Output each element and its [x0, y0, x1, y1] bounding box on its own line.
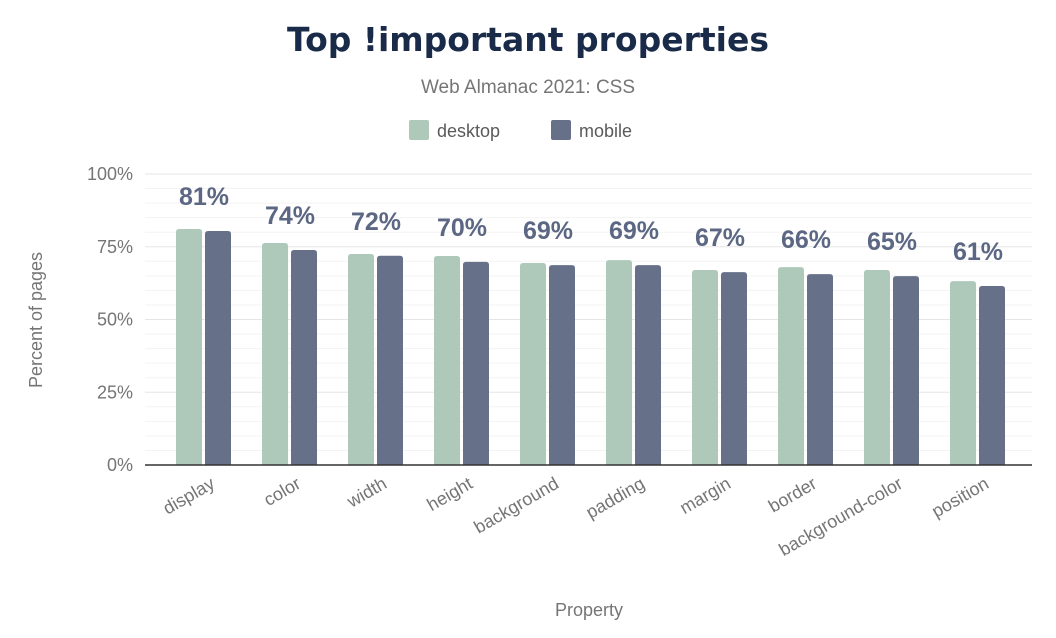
- data-label: 67%: [695, 224, 745, 252]
- legend-swatch-mobile: [551, 120, 571, 140]
- bar-mobile-background-color: [893, 276, 919, 465]
- y-tick-label: 25%: [97, 382, 133, 402]
- bar-mobile-position: [979, 286, 1005, 465]
- bar-desktop-background: [520, 263, 546, 465]
- bar-mobile-width: [377, 255, 403, 465]
- data-label: 66%: [781, 226, 831, 254]
- bar-desktop-border: [778, 267, 804, 465]
- legend: desktop mobile: [409, 120, 632, 141]
- bar-desktop-margin: [692, 270, 718, 465]
- bar-mobile-border: [807, 274, 833, 465]
- data-label: 65%: [867, 228, 917, 256]
- bar-desktop-position: [950, 281, 976, 465]
- legend-label-desktop: desktop: [437, 121, 500, 141]
- bar-desktop-display: [176, 228, 202, 465]
- bar-desktop-padding: [606, 260, 632, 465]
- data-label: 74%: [265, 202, 315, 230]
- bar-mobile-color: [291, 249, 317, 465]
- data-label: 70%: [437, 214, 487, 242]
- chart-subtitle: Web Almanac 2021: CSS: [421, 77, 635, 98]
- y-axis-label: Percent of pages: [26, 252, 46, 388]
- data-label: 72%: [351, 208, 401, 236]
- chart-title: Top !important properties: [287, 20, 769, 59]
- y-tick-label: 75%: [97, 237, 133, 257]
- bar-desktop-width: [348, 254, 374, 465]
- data-label: 81%: [179, 183, 229, 211]
- bar-mobile-margin: [721, 272, 747, 465]
- x-tick-label: margin: [676, 473, 734, 518]
- legend-label-mobile: mobile: [579, 121, 632, 141]
- x-tick-label: color: [260, 473, 304, 510]
- x-tick-label: background: [471, 473, 562, 537]
- legend-swatch-desktop: [409, 120, 429, 140]
- bar-desktop-height: [434, 256, 460, 465]
- bar-desktop-background-color: [864, 270, 890, 465]
- x-tick-label: border: [765, 473, 820, 516]
- data-label: 61%: [953, 238, 1003, 266]
- bar-mobile-height: [463, 261, 489, 465]
- data-label: 69%: [609, 217, 659, 245]
- x-tick-label: position: [928, 473, 992, 521]
- y-tick-label: 50%: [97, 310, 133, 330]
- x-tick-label: height: [424, 473, 476, 515]
- y-tick-label: 0%: [107, 455, 133, 475]
- bar-mobile-display: [205, 231, 231, 465]
- x-tick-label: width: [343, 473, 390, 512]
- x-tick-label: padding: [583, 473, 648, 522]
- bar-mobile-background: [549, 265, 575, 465]
- x-tick-label: display: [159, 473, 218, 518]
- bar-desktop-color: [262, 242, 288, 465]
- y-tick-label: 100%: [87, 164, 133, 184]
- data-label: 69%: [523, 217, 573, 245]
- bar-mobile-padding: [635, 265, 661, 465]
- x-axis-label: Property: [555, 600, 623, 620]
